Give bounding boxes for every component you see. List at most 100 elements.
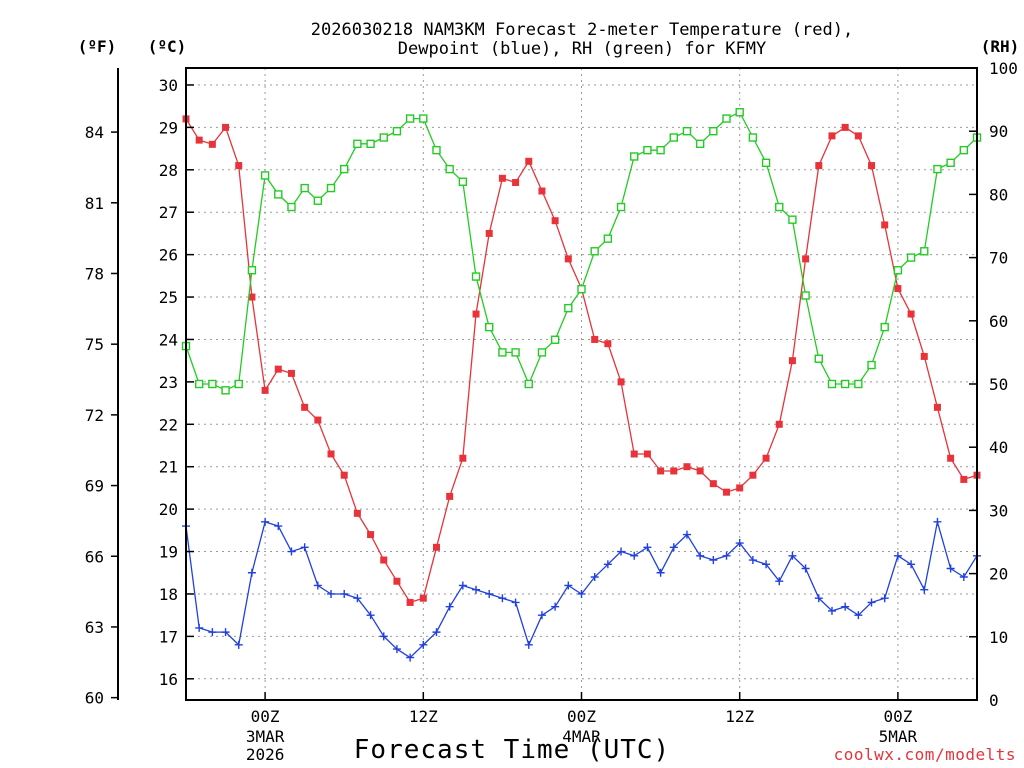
temperature-point [762, 454, 770, 462]
temperature-point [630, 450, 638, 458]
celsius-tick-label: 18 [159, 585, 178, 604]
temperature-point [446, 492, 454, 500]
temperature-point [933, 403, 941, 411]
dewpoint-point [722, 551, 731, 560]
dewpoint-point [656, 568, 665, 577]
rh-point [485, 322, 494, 332]
credit-label: coolwx.com/modelts [834, 745, 1016, 764]
temperature-point [459, 454, 467, 462]
rh-point [221, 386, 230, 395]
rh-point [537, 348, 547, 357]
dewpoint-point [590, 572, 599, 581]
rh-point [656, 145, 665, 155]
rh-point [616, 202, 626, 212]
rh-point [801, 291, 810, 300]
temperature-point [604, 340, 612, 348]
rh-point [326, 183, 336, 193]
temperature-point [261, 386, 269, 394]
x-tick-label: 00Z [883, 707, 912, 726]
dewpoint-point [327, 589, 336, 598]
rh-point [630, 152, 639, 161]
dewpoint-point [445, 602, 454, 611]
fahrenheit-tick-label: 60 [85, 689, 104, 708]
celsius-tick-label: 29 [159, 118, 178, 137]
x-tick-date-label: 4MAR [562, 727, 601, 746]
rh-point [867, 360, 876, 370]
rh-point [392, 126, 402, 136]
temperature-point [947, 454, 955, 462]
temperature-point [340, 471, 348, 479]
temperature-point [868, 162, 876, 170]
dewpoint-point [854, 611, 863, 620]
dewpoint-point [814, 594, 823, 603]
dewpoint-point [762, 560, 771, 569]
rh-point [880, 322, 889, 332]
temperature-point [367, 531, 375, 539]
dewpoint-point [261, 517, 270, 526]
chart-title-line-1: 2026030218 NAM3KM Forecast 2-meter Tempe… [311, 20, 853, 40]
rh-point [827, 379, 837, 389]
dewpoint-point [801, 564, 810, 573]
celsius-tick-label: 17 [159, 627, 178, 646]
rh-tick-label: 100 [989, 59, 1018, 78]
fahrenheit-tick-label: 84 [85, 123, 104, 142]
rh-point [735, 108, 744, 117]
rh-point [511, 348, 520, 357]
dewpoint-point [827, 606, 836, 615]
rh-tick-label: 0 [989, 691, 999, 710]
dewpoint-point [195, 623, 204, 632]
dewpoint-point [907, 560, 916, 569]
dewpoint-point [313, 581, 322, 590]
rh-tick-label: 30 [989, 501, 1008, 520]
rh-point [590, 247, 599, 256]
temperature-point [802, 255, 810, 263]
temperature-point [723, 488, 731, 496]
dewpoint-point [498, 594, 507, 603]
celsius-tick-label: 19 [159, 543, 178, 562]
temperature-point [907, 310, 915, 318]
temperature-point [314, 416, 322, 424]
rh-point [445, 164, 454, 174]
chart-title-line-2: Dewpoint (blue), RH (green) for KFMY [398, 39, 766, 59]
dewpoint-point [208, 628, 217, 637]
celsius-tick-label: 27 [159, 203, 178, 222]
temperature-point [432, 543, 440, 551]
rh-tick-label: 20 [989, 565, 1008, 584]
temperature-point [208, 140, 216, 148]
temperature-point [406, 598, 414, 606]
rh-point [313, 196, 323, 205]
temperature-point [657, 467, 665, 475]
dewpoint-point [419, 640, 428, 649]
temperature-point [393, 577, 401, 585]
temperature-point [881, 221, 889, 229]
celsius-tick-label: 16 [159, 670, 178, 689]
dewpoint-point [406, 653, 415, 662]
x-tick-label: 12Z [725, 707, 754, 726]
rh-point [669, 133, 678, 142]
temperature-point [920, 352, 928, 360]
rh-point [906, 253, 916, 262]
rh-point [814, 354, 823, 363]
celsius-tick-label: 28 [159, 161, 178, 180]
dewpoint-point [551, 602, 560, 611]
rh-point [564, 303, 573, 313]
rh-tick-label: 80 [989, 185, 1008, 204]
rh-point [550, 335, 560, 344]
x-tick-date-label: 5MAR [879, 727, 918, 746]
temperature-point [683, 463, 691, 471]
dewpoint-point [366, 611, 375, 620]
temperature-point [380, 556, 388, 564]
rh-point [775, 202, 784, 212]
dewpoint-point [946, 564, 955, 573]
rh-point [287, 202, 296, 212]
dewpoint-point [748, 556, 757, 565]
temperature-point [696, 467, 704, 475]
dewpoint-point [537, 611, 546, 620]
celsius-tick-label: 25 [159, 288, 178, 307]
dewpoint-point [682, 530, 691, 539]
dewpoint-point [458, 581, 467, 590]
celsius-tick-label: 23 [159, 373, 178, 392]
rh-point [405, 114, 415, 123]
rh-tick-label: 60 [989, 312, 1008, 331]
rh-tick-label: 50 [989, 375, 1008, 394]
